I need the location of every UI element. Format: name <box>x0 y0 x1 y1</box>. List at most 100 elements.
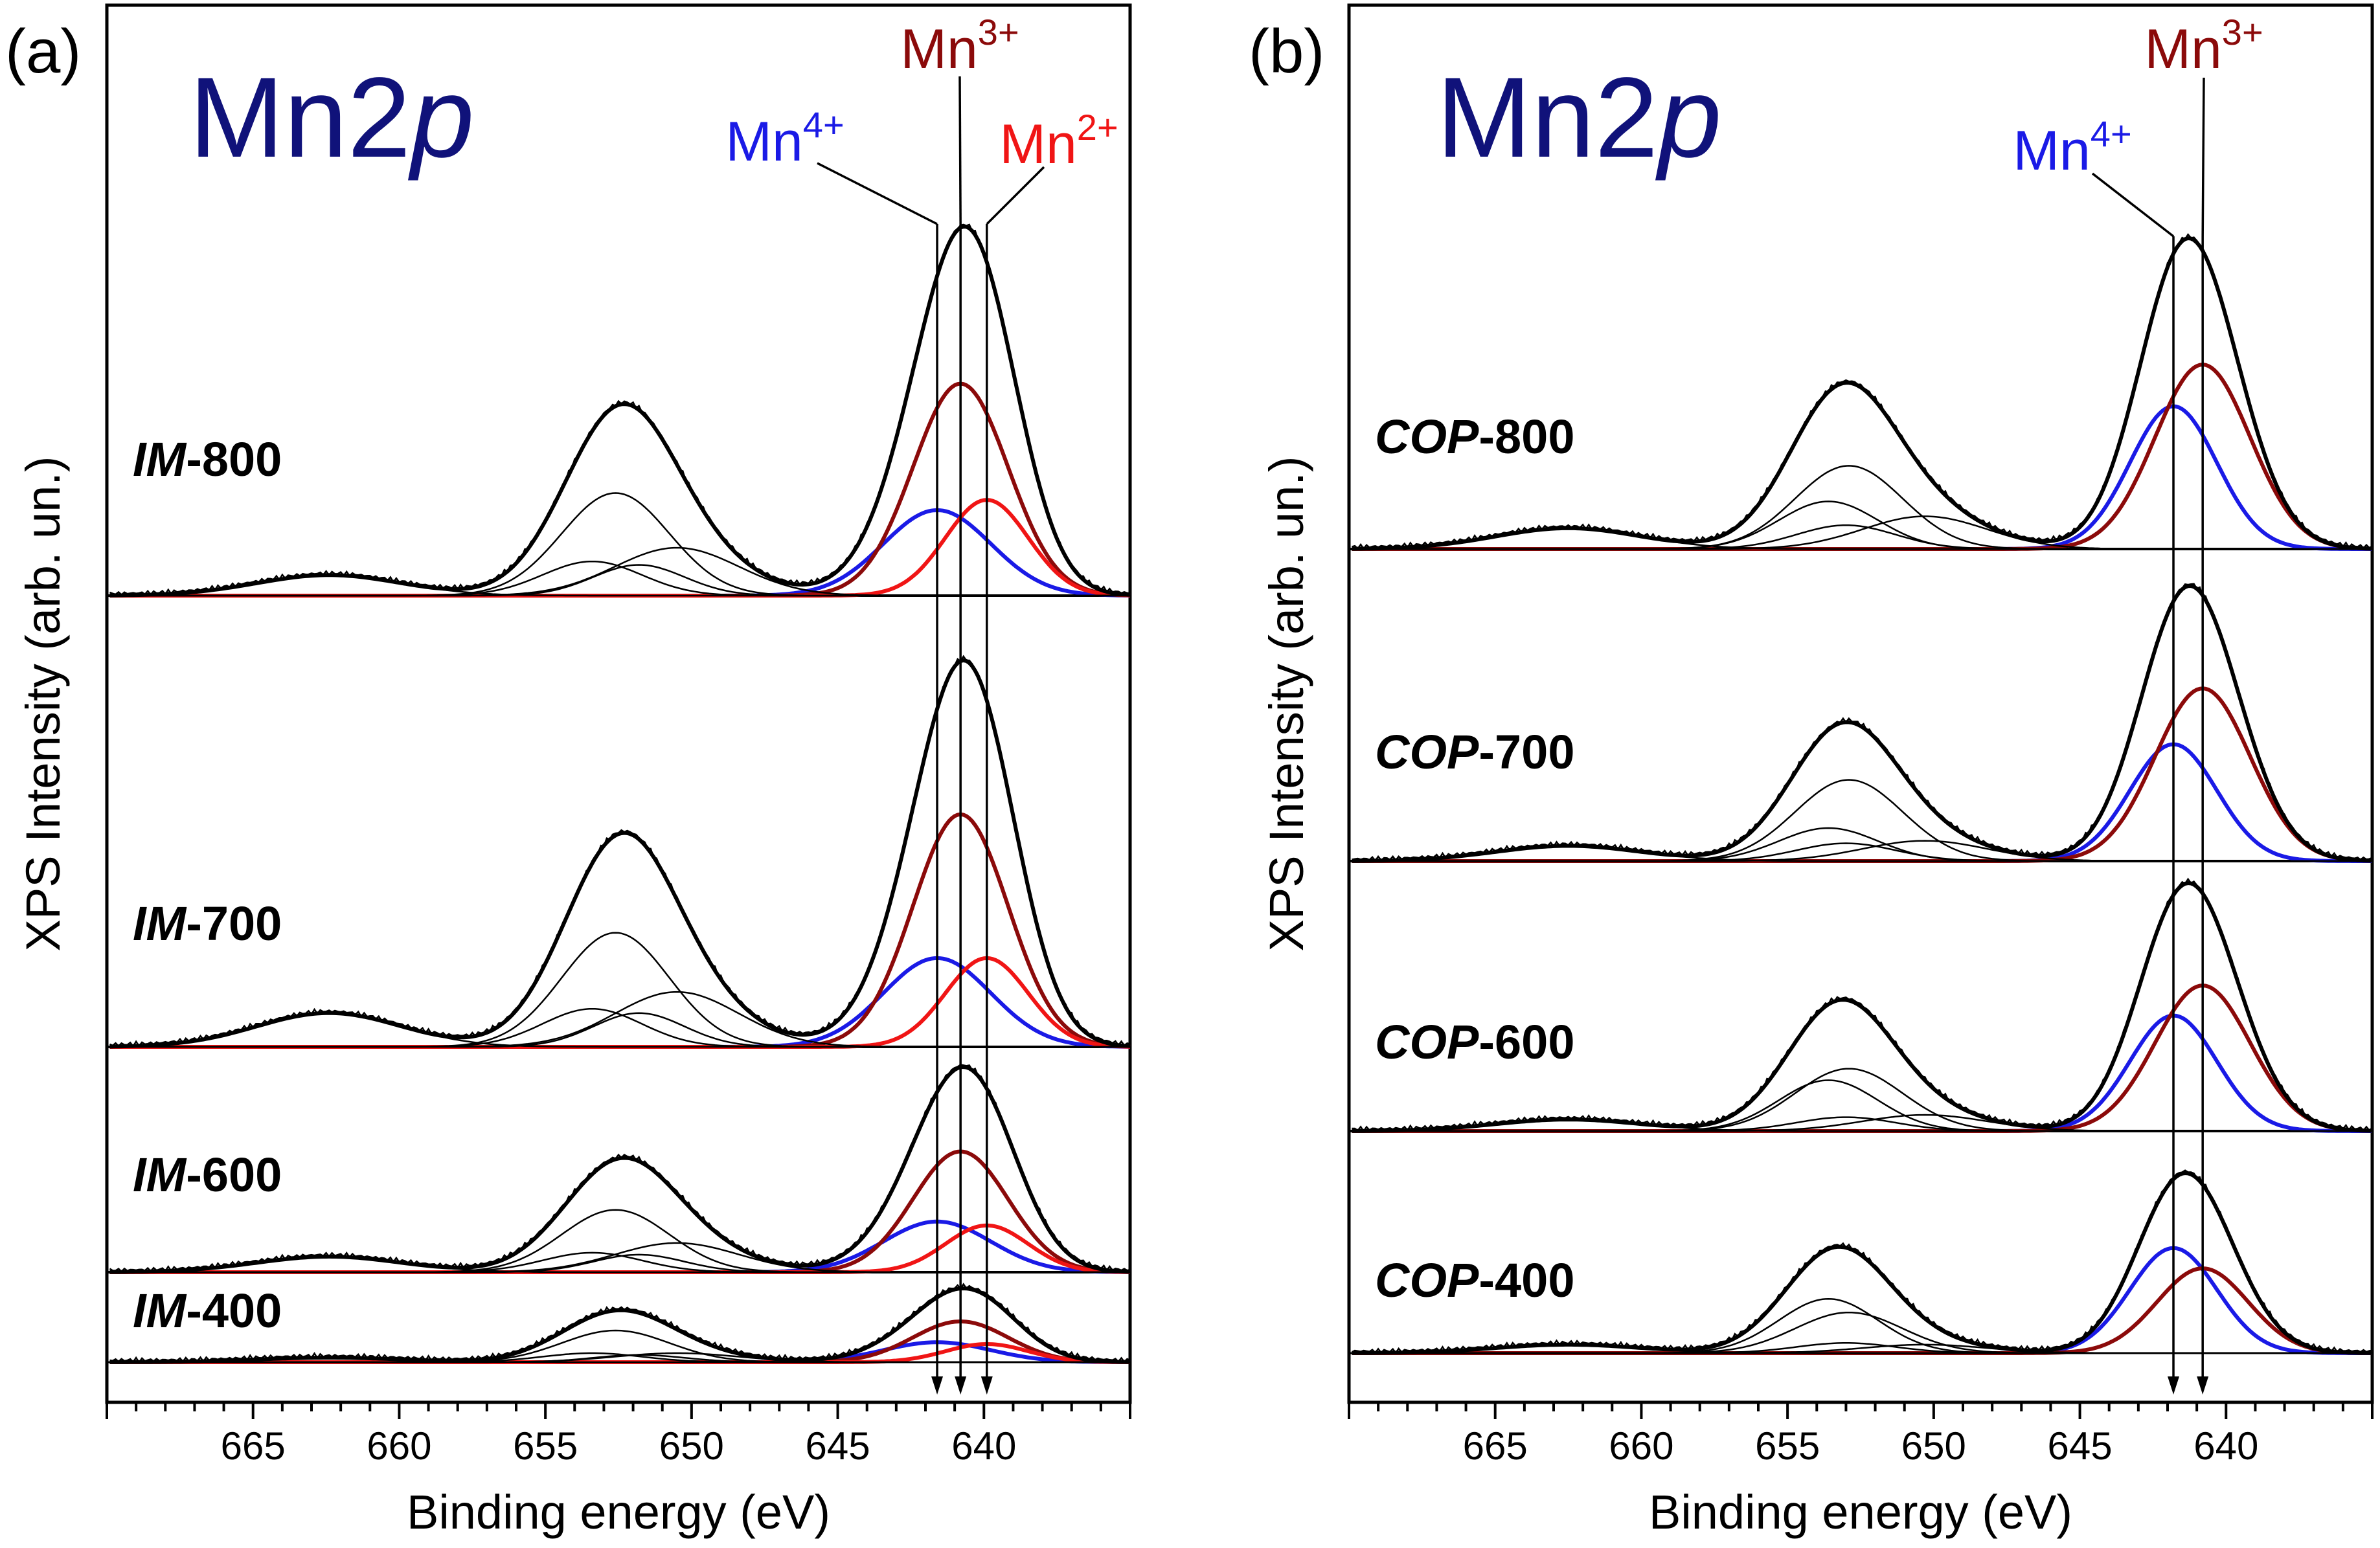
sample-label-italic: IM <box>133 1148 187 1202</box>
marker-leader <box>817 162 938 225</box>
marker-arrow <box>931 1376 944 1395</box>
marker-leader <box>986 166 1045 225</box>
peak-label-mn3-plus: Mn3+ <box>900 12 1019 80</box>
sample-label-rest: -600 <box>186 1148 282 1202</box>
fit-envelope <box>1352 583 2373 863</box>
spectrum-im-700: IM-700 <box>107 655 1131 1049</box>
satellite-component <box>109 991 1130 1048</box>
sample-label-rest: -700 <box>1479 725 1574 779</box>
sample-label-italic: COP <box>1375 1015 1479 1069</box>
peak-label-mn3-plus: Mn3+ <box>2144 12 2263 80</box>
sample-label-italic: COP <box>1375 410 1479 464</box>
spectrum-cop-700: COP-700 <box>1349 583 2373 863</box>
title-italic: p <box>1655 54 1721 181</box>
x-tick-label: 650 <box>659 1424 724 1468</box>
marker-leader <box>2201 77 2205 237</box>
satellite-component <box>109 546 1130 597</box>
plot-frame <box>1347 3 2374 1404</box>
peak-label-sup: 3+ <box>2222 12 2263 52</box>
experimental-trace <box>109 655 1131 1048</box>
peak-label-mn2-plus: Mn2+ <box>999 107 1118 175</box>
sample-label: COP-800 <box>1375 410 1574 464</box>
sample-label: IM-700 <box>133 897 282 950</box>
peak-label-main: Mn <box>900 18 977 80</box>
sample-label: COP-400 <box>1375 1253 1574 1307</box>
peak-label-mn4-plus: Mn4+ <box>725 104 844 173</box>
component-mn2-plus <box>109 956 1131 1049</box>
sample-label: COP-600 <box>1375 1015 1574 1069</box>
title-main: Mn2 <box>189 54 411 181</box>
x-tick-label: 650 <box>1901 1424 1966 1468</box>
y-axis-title: XPS Intensity (arb. un.) <box>16 456 70 951</box>
marker-arrow <box>980 1376 993 1395</box>
experimental-trace <box>109 223 1131 596</box>
panel-a: (a) Mn2p XPS Intensity (arb. un.) Binding e… <box>5 3 1132 1539</box>
sample-label-rest: -400 <box>186 1284 282 1338</box>
x-tick-label: 660 <box>1609 1424 1673 1468</box>
experimental-trace <box>1352 232 2373 550</box>
marker-arrow <box>2197 1376 2209 1395</box>
peak-label-main: Mn <box>2013 120 2090 182</box>
sample-label-rest: -600 <box>1479 1015 1574 1069</box>
component-mn4-plus <box>109 956 1131 1049</box>
marker-arrow <box>2168 1376 2180 1395</box>
plot-frame <box>105 3 1132 1404</box>
sample-label-italic: COP <box>1375 725 1479 779</box>
x-tick-label: 655 <box>513 1424 578 1468</box>
sample-label-rest: -700 <box>186 897 282 950</box>
x-tick-label: 665 <box>1463 1424 1528 1468</box>
spectrum-im-800: IM-800 <box>107 223 1131 598</box>
spectrum-cop-400: COP-400 <box>1349 1169 2373 1355</box>
peak-label-sup: 3+ <box>978 12 1019 52</box>
spectrum-im-600: IM-600 <box>107 1064 1131 1274</box>
sample-label-rest: -400 <box>1479 1253 1574 1307</box>
satellite-component <box>109 560 1130 597</box>
x-axis-title: Binding energy (eV) <box>407 1485 830 1539</box>
sample-label: COP-700 <box>1375 725 1574 779</box>
panel-title: Mn2p <box>1436 54 1721 181</box>
peak-label-sup: 4+ <box>803 104 844 145</box>
satellite-component <box>109 1012 1130 1048</box>
panel-letter: (b) <box>1249 17 1324 86</box>
sample-label: IM-400 <box>133 1284 282 1338</box>
title-italic: p <box>407 54 474 181</box>
satellite-component <box>109 1242 1130 1273</box>
spectrum-im-400: IM-400 <box>107 1283 1131 1364</box>
sample-label: IM-600 <box>133 1148 282 1202</box>
x-tick-label: 665 <box>221 1424 286 1468</box>
satellite-component <box>1352 500 2372 550</box>
fit-envelope <box>109 224 1131 598</box>
peak-label-main: Mn <box>999 113 1076 175</box>
experimental-trace <box>1352 583 2373 862</box>
y-axis-title: XPS Intensity (arb. un.) <box>1260 456 1313 951</box>
fit-envelope <box>109 658 1131 1049</box>
x-axis-title: Binding energy (eV) <box>1649 1485 2072 1539</box>
panel-b: (b) Mn2p XPS Intensity (arb. un.) Binding e… <box>1249 3 2374 1539</box>
peak-label-mn4-plus: Mn4+ <box>2013 113 2131 182</box>
satellite-component <box>1352 527 2372 550</box>
satellite-component <box>109 574 1130 597</box>
marker-arrow <box>955 1376 967 1395</box>
satellite-component <box>109 1012 1130 1048</box>
sample-label-italic: COP <box>1375 1253 1479 1307</box>
peak-label-main: Mn <box>2144 18 2221 80</box>
x-tick-label: 655 <box>1755 1424 1820 1468</box>
sample-label: IM-800 <box>133 432 282 486</box>
peak-label-main: Mn <box>725 111 802 173</box>
spectrum-cop-800: COP-800 <box>1349 232 2373 551</box>
fit-envelope <box>1352 236 2373 551</box>
title-main: Mn2 <box>1436 54 1658 181</box>
sample-label-rest: -800 <box>1479 410 1574 464</box>
sample-label-rest: -800 <box>186 432 282 486</box>
panel-title: Mn2p <box>189 54 474 181</box>
sample-label-italic: IM <box>133 432 187 486</box>
sample-label-italic: IM <box>133 1284 187 1338</box>
marker-leader <box>2091 172 2175 238</box>
x-tick-label: 660 <box>367 1424 431 1468</box>
component-mn4-plus <box>109 1219 1131 1274</box>
x-tick-label: 645 <box>2048 1424 2113 1468</box>
x-tick-label: 645 <box>806 1424 870 1468</box>
panel-letter: (a) <box>5 17 81 86</box>
peak-label-sup: 4+ <box>2091 113 2132 154</box>
